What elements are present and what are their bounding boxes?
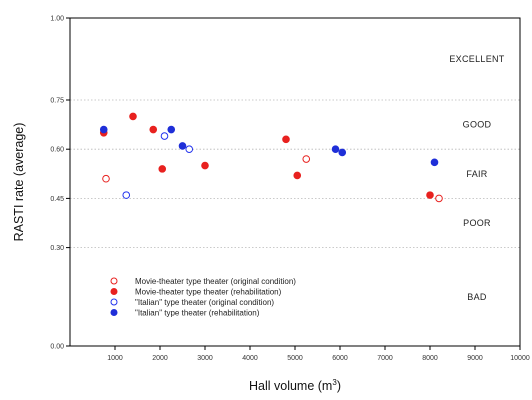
x-axis-label: Hall volume (m3)	[249, 378, 341, 393]
data-point	[122, 191, 131, 199]
grid-layer	[70, 99, 520, 249]
data-point	[129, 112, 137, 121]
legend-label: "Italian" type theater (original conditi…	[135, 298, 274, 307]
legend-marker	[110, 298, 118, 306]
quality-bands: EXCELLENT GOOD FAIR POOR BAD	[449, 54, 504, 302]
data-point	[426, 191, 434, 199]
band-label: EXCELLENT	[449, 54, 504, 64]
legend-marker	[110, 277, 118, 285]
x-tick-label: 3000	[197, 355, 213, 362]
data-point	[158, 165, 167, 173]
y-tick-label: 1.00	[50, 16, 64, 23]
legend-label: Movie-theater type theater (original con…	[135, 277, 296, 286]
data-points	[99, 112, 443, 203]
data-point	[331, 145, 340, 153]
x-axis-label-close: )	[337, 379, 341, 393]
x-tick-label: 9000	[467, 355, 483, 362]
data-point	[293, 171, 302, 180]
data-point	[99, 125, 108, 134]
legend-label: Movie-theater type theater (rehabilitati…	[135, 288, 282, 297]
x-tick-label: 5000	[287, 355, 303, 362]
x-tick-label: 4000	[242, 355, 258, 362]
data-point	[178, 142, 187, 150]
x-axis-label-main: Hall volume (m	[249, 379, 332, 393]
y-tick-label: 0.00	[50, 344, 64, 351]
x-axis-label-superscript: 3	[332, 378, 337, 387]
x-tick-label: 8000	[422, 355, 438, 362]
data-point	[149, 125, 158, 134]
data-point	[302, 155, 311, 163]
x-tick-label: 2000	[152, 355, 168, 362]
data-point	[185, 145, 194, 153]
data-point	[201, 161, 209, 170]
y-tick-label: 0.75	[50, 98, 64, 105]
data-point	[167, 125, 176, 134]
y-axis-label: RASTI rate (average)	[12, 123, 26, 242]
legend-label: "Italian" type theater (rehabilitation)	[135, 309, 260, 318]
data-point	[160, 132, 169, 140]
x-tick-label: 7000	[377, 355, 393, 362]
band-label: BAD	[467, 292, 487, 302]
x-tick-label: 10000	[510, 355, 530, 362]
y-tick-label: 0.45	[50, 196, 64, 203]
data-point	[102, 174, 110, 183]
legend-marker	[110, 288, 118, 295]
data-point	[435, 194, 443, 203]
x-tick-label: 6000	[332, 355, 348, 362]
band-label: POOR	[463, 218, 491, 228]
data-point	[430, 158, 439, 167]
y-tick-label: 0.60	[50, 147, 64, 154]
y-tick-label: 0.30	[50, 245, 64, 252]
band-label: FAIR	[466, 169, 487, 179]
x-tick-label: 1000	[107, 355, 123, 362]
legend: Movie-theater type theater (original con…	[110, 277, 296, 318]
plot-area	[69, 17, 521, 347]
band-label: GOOD	[463, 120, 492, 130]
axis-ticks: 0.00 0.30 0.45 0.60 0.75 1.00 1000 2000 3000 4000…	[50, 16, 529, 363]
legend-marker	[110, 309, 118, 316]
data-point	[282, 135, 290, 144]
data-point	[338, 148, 347, 157]
